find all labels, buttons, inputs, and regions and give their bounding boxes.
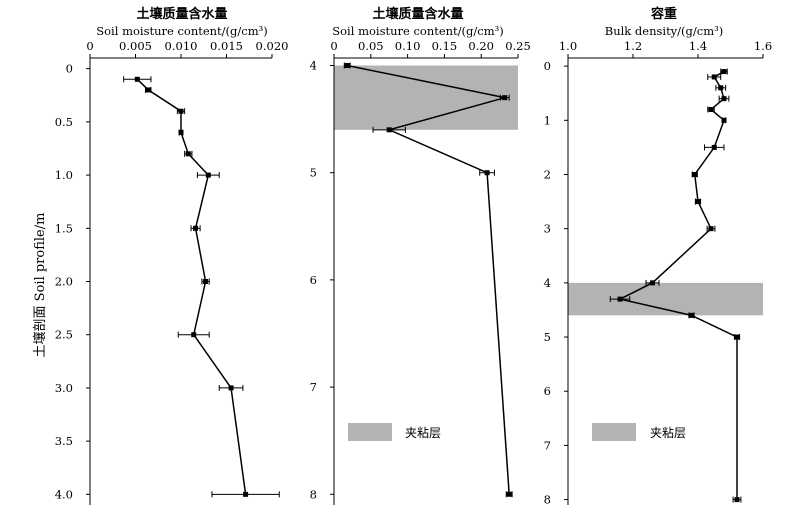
p1-data-point <box>205 172 211 178</box>
p1-data-point <box>178 108 184 114</box>
p1-y-tick-label: 2.5 <box>55 328 73 342</box>
legend-label-clay-layer-2: 夹粘层 <box>650 425 686 440</box>
legend-swatch-clay-layer-2 <box>592 423 636 441</box>
p2-x-tick-label: 0 <box>330 39 337 53</box>
p1-data-point <box>228 385 234 391</box>
p2-y-tick-label: 7 <box>310 380 317 394</box>
p3-y-tick-label: 7 <box>544 438 551 452</box>
p3-data-point <box>708 106 714 112</box>
p1-y-tick-label: 0 <box>66 62 73 76</box>
legend-label-clay-layer-1: 夹粘层 <box>405 425 441 440</box>
p3-data-point <box>721 69 727 75</box>
p3-data-point <box>721 117 727 123</box>
y-axis-title: 土壤剖面 Soil profile/m <box>32 213 48 358</box>
p3-data-point <box>708 226 714 232</box>
panel-1-title-cn: 土壤质量含水量 <box>136 6 227 22</box>
p1-y-tick-label: 3.5 <box>55 434 73 448</box>
p1-y-tick-label: 2.0 <box>55 275 73 289</box>
p3-y-tick-label: 8 <box>544 493 551 507</box>
p2-y-tick-label: 5 <box>310 166 317 180</box>
p2-y-tick-label: 4 <box>310 59 317 73</box>
p3-y-tick-label: 2 <box>544 167 551 181</box>
panel-1-title-en: Soil moisture content/(g/cm³) <box>96 24 267 38</box>
panel-3-title-en: Bulk density/(g/cm³) <box>605 24 723 38</box>
p3-data-point <box>711 144 717 150</box>
p1-data-point <box>191 332 197 338</box>
p3-data-point <box>721 96 727 102</box>
p3-x-tick-label: 1.4 <box>689 39 707 53</box>
p2-x-tick-label: 0.05 <box>358 39 384 53</box>
p3-y-tick-label: 4 <box>544 276 551 290</box>
p1-x-tick-label: 0.015 <box>210 39 243 53</box>
p3-x-tick-label: 1.0 <box>559 39 577 53</box>
p1-y-tick-label: 1.5 <box>55 221 73 235</box>
p1-y-tick-label: 4.0 <box>55 487 73 501</box>
p3-data-point <box>734 497 740 503</box>
p2-data-point <box>502 95 508 101</box>
p2-x-tick-label: 0.20 <box>468 39 494 53</box>
p3-data-point <box>711 74 717 80</box>
p1-data-point <box>243 491 249 497</box>
legend-swatch-clay-layer-1 <box>348 423 392 441</box>
p1-data-point <box>193 225 199 231</box>
p1-x-tick-label: 0.010 <box>165 39 198 53</box>
p2-data-point <box>484 170 490 176</box>
p1-data-point <box>145 87 151 93</box>
p3-y-tick-label: 1 <box>544 113 551 127</box>
p3-data-point <box>734 334 740 340</box>
p1-data-point <box>203 279 209 284</box>
p2-data-point <box>386 127 392 133</box>
panel-2-title-en: Soil moisture content/(g/cm³) <box>332 24 503 38</box>
p1-y-tick-label: 1.0 <box>55 168 73 182</box>
p1-data-point <box>185 151 191 157</box>
panel-3-title-cn: 容重 <box>650 6 677 22</box>
p1-y-tick-label: 3.0 <box>55 381 73 395</box>
panel-moisture-lower: 土壤质量含水量 Soil moisture content/(g/cm³) 0 0… <box>310 6 531 505</box>
p1-x-tick-label: 0 <box>86 39 93 53</box>
p2-x-tick-label: 0.15 <box>432 39 458 53</box>
panel-bulk-density: 容重 Bulk density/(g/cm³) 1.0 1.2 1.4 1.6 0 1 2 3… <box>544 6 772 507</box>
panel-2-title-cn: 土壤质量含水量 <box>372 6 463 22</box>
p1-x-tick-label: 0.020 <box>256 39 289 53</box>
p3-data-point <box>617 296 623 302</box>
p2-data-point <box>506 491 512 497</box>
p3-y-tick-label: 6 <box>544 384 551 398</box>
p2-y-tick-label: 6 <box>310 273 317 287</box>
p2-y-tick-label: 8 <box>310 487 317 501</box>
p3-clay-layer-band <box>568 282 763 316</box>
p1-x-tick-label: 0.005 <box>119 39 152 53</box>
p2-x-tick-label: 0.25 <box>505 39 531 53</box>
p3-data-point <box>692 171 698 177</box>
p1-y-tick-label: 0.5 <box>55 115 73 129</box>
p3-y-tick-label: 0 <box>544 59 551 73</box>
p3-y-tick-label: 5 <box>544 330 551 344</box>
p1-data-point <box>134 76 140 82</box>
p3-x-tick-label: 1.2 <box>624 39 642 53</box>
p1-data-point <box>178 130 184 135</box>
p2-x-tick-label: 0.10 <box>395 39 421 53</box>
p2-data-point <box>344 63 350 69</box>
p3-y-tick-label: 3 <box>544 222 551 236</box>
p3-x-tick-label: 1.6 <box>754 39 772 53</box>
p3-data-point <box>650 280 655 286</box>
p1-series-line <box>136 78 247 495</box>
p3-data-point <box>718 85 724 91</box>
p3-data-point <box>689 312 694 318</box>
p3-data-point <box>695 199 701 205</box>
